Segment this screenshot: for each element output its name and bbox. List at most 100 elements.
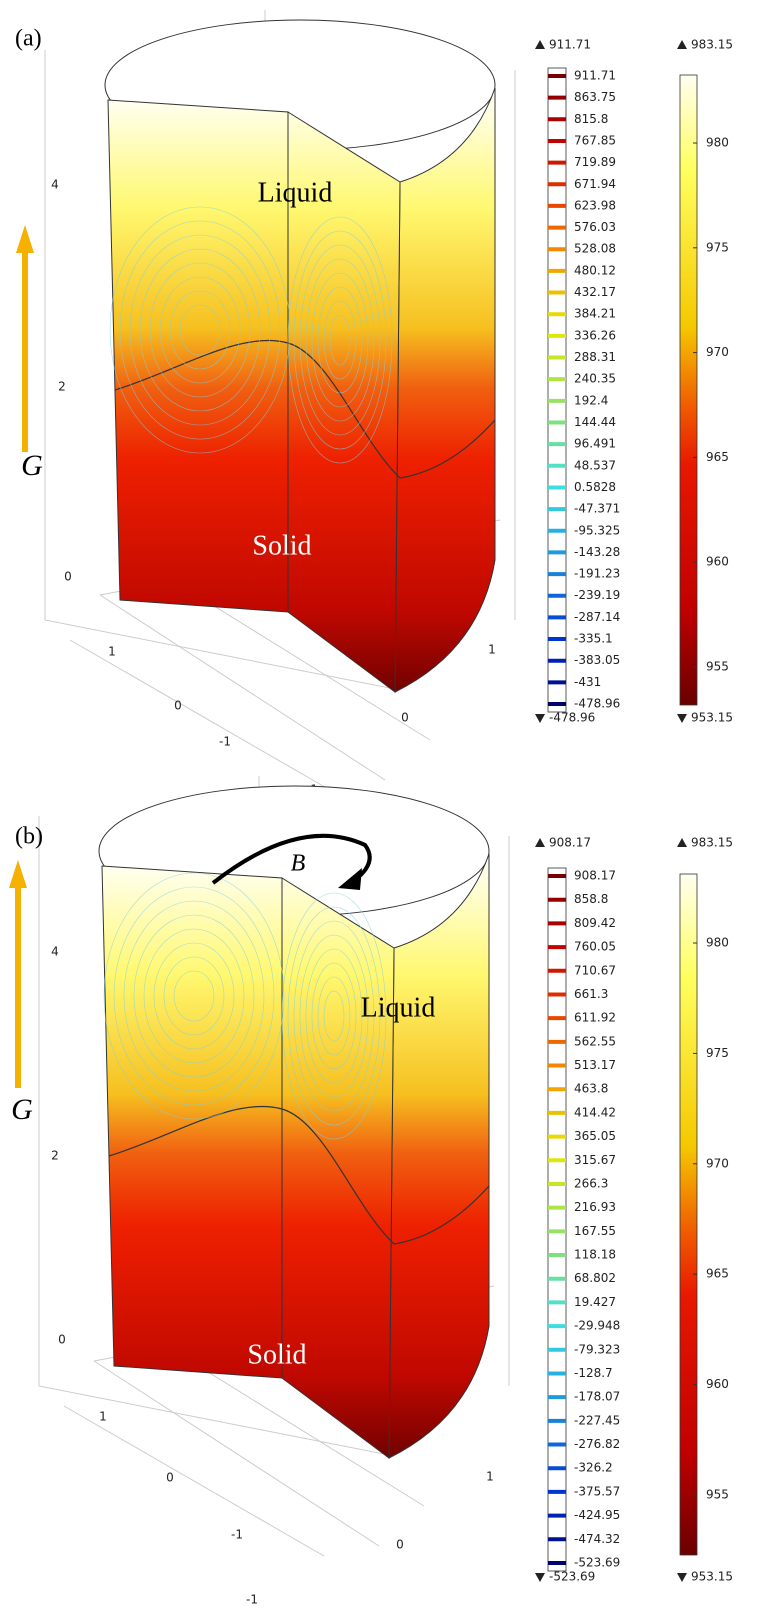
solid-label: Solid xyxy=(247,1339,306,1370)
temperature-max: 983.15 xyxy=(691,38,733,52)
y-tick-label: 1 xyxy=(488,643,496,657)
colorbar-tick-label: 980 xyxy=(706,936,729,950)
streamline xyxy=(133,914,255,1078)
y-tick-label: 0 xyxy=(401,711,409,725)
contour-level-label: 611.92 xyxy=(574,1011,616,1025)
contour-level-label: -191.23 xyxy=(574,567,620,581)
x-tick-label: -1 xyxy=(219,735,231,749)
colorbar-tick-label: 980 xyxy=(706,136,729,150)
contour-level-label: 432.17 xyxy=(574,285,616,299)
streamline xyxy=(287,216,393,464)
contour-level-label: 513.17 xyxy=(574,1058,616,1072)
temperature-colorbar xyxy=(679,873,698,1556)
contour-level-label: 623.98 xyxy=(574,198,616,212)
streamline xyxy=(123,900,265,1092)
contour-level-label: 767.85 xyxy=(574,133,616,147)
contour-level-label: 192.4 xyxy=(574,393,608,407)
contour-level-label: 576.03 xyxy=(574,220,616,234)
contour-level-label: -227.45 xyxy=(574,1413,620,1427)
z-tick-label: 2 xyxy=(51,1149,59,1163)
axis-frame xyxy=(69,639,331,791)
temperature-max: 983.15 xyxy=(691,836,733,850)
colorbar-tick-label: 970 xyxy=(706,345,729,359)
contour-level-label: 0.5828 xyxy=(574,480,616,494)
streamline xyxy=(103,872,285,1120)
min-marker xyxy=(535,1573,545,1582)
z-tick-label: 4 xyxy=(51,178,59,192)
contour-level-label: 480.12 xyxy=(574,263,616,277)
panel-label: (a) xyxy=(15,26,42,52)
interface xyxy=(108,1105,490,1245)
colorbar-tick-label: 955 xyxy=(706,1488,729,1502)
x-tick-label: 0 xyxy=(174,699,182,713)
contour-level-label: 288.31 xyxy=(574,350,616,364)
colorbar-tick-label: 955 xyxy=(706,660,729,674)
streamline xyxy=(317,286,363,394)
contour-level-label: 661.3 xyxy=(574,987,608,1001)
contour-level-label: 671.94 xyxy=(574,177,616,191)
streamline xyxy=(323,990,345,1042)
contour-level-label: -431 xyxy=(574,675,601,689)
streamline xyxy=(293,230,387,450)
outer-side xyxy=(388,853,490,1459)
contour-level-label: 19.427 xyxy=(574,1295,616,1309)
contour-level-label: -424.95 xyxy=(574,1508,620,1522)
contour-level-label: -478.96 xyxy=(574,697,620,711)
contour-level-label: -326.2 xyxy=(574,1461,613,1475)
contour-level-label: 144.44 xyxy=(574,415,616,429)
contour-level-label: 118.18 xyxy=(574,1248,616,1262)
colorbar-tick-label: 975 xyxy=(706,1046,729,1060)
axis-frame xyxy=(93,1360,380,1547)
contour-level-label: 911.71 xyxy=(574,69,616,83)
streamline xyxy=(305,258,375,422)
contour-level-label: 365.05 xyxy=(574,1129,616,1143)
streamline xyxy=(323,300,357,380)
liquid-label: Liquid xyxy=(258,177,333,208)
contour-level-label: -128.7 xyxy=(574,1366,613,1380)
y-tick-label: 1 xyxy=(486,1470,494,1484)
outer-side xyxy=(394,87,496,693)
contour-level-label: 908.17 xyxy=(574,869,616,883)
temperature-min: 953.15 xyxy=(691,711,733,725)
axis-frame xyxy=(99,594,386,781)
panel-label: (b) xyxy=(15,824,43,850)
contour-level-label: 266.3 xyxy=(574,1176,608,1190)
contour-level-label: 760.05 xyxy=(574,940,616,954)
streamline xyxy=(281,892,387,1140)
panel: (a)LiquidSolidG02410-110-1911.71863.7581… xyxy=(15,10,733,797)
contour-level-label: 809.42 xyxy=(574,916,616,930)
colorbar-tick-label: 970 xyxy=(706,1156,729,1170)
contour-level-label: 863.75 xyxy=(574,90,616,104)
z-tick-label: 0 xyxy=(64,570,72,584)
contour-level-label: -375.57 xyxy=(574,1484,620,1498)
min-marker xyxy=(677,1573,687,1582)
contour-legend-box xyxy=(547,867,567,1572)
streamline xyxy=(305,948,363,1084)
contour-level-label: -79.323 xyxy=(574,1342,620,1356)
z-tick-label: 2 xyxy=(58,380,66,394)
streamline xyxy=(317,976,351,1056)
contour-level-label: 384.21 xyxy=(574,307,616,321)
x-tick-label: -1 xyxy=(231,1528,243,1542)
contour-level-label: 562.55 xyxy=(574,1034,616,1048)
contour-level-label: -474.32 xyxy=(574,1532,620,1546)
streamline xyxy=(311,962,357,1070)
contour-level-label: -47.371 xyxy=(574,502,620,516)
contour-level-label: 216.93 xyxy=(574,1200,616,1214)
contour-level-label: -143.28 xyxy=(574,545,620,559)
colorbar-tick-label: 975 xyxy=(706,240,729,254)
contour-level-label: -95.325 xyxy=(574,523,620,537)
axis-frame xyxy=(38,816,395,1457)
gravity-arrowhead xyxy=(16,225,34,253)
contour-min: -478.96 xyxy=(549,711,595,725)
streamline xyxy=(153,942,235,1050)
contour-level-label: -383.05 xyxy=(574,653,620,667)
contour-level-label: 710.67 xyxy=(574,963,616,977)
contour-max: 911.71 xyxy=(549,38,591,52)
streamline xyxy=(129,234,271,426)
contour-level-label: -335.1 xyxy=(574,632,613,646)
streamline xyxy=(113,886,275,1106)
temperature-colorbar xyxy=(679,74,698,706)
field-arrowhead xyxy=(338,868,362,890)
streamline xyxy=(109,206,291,454)
